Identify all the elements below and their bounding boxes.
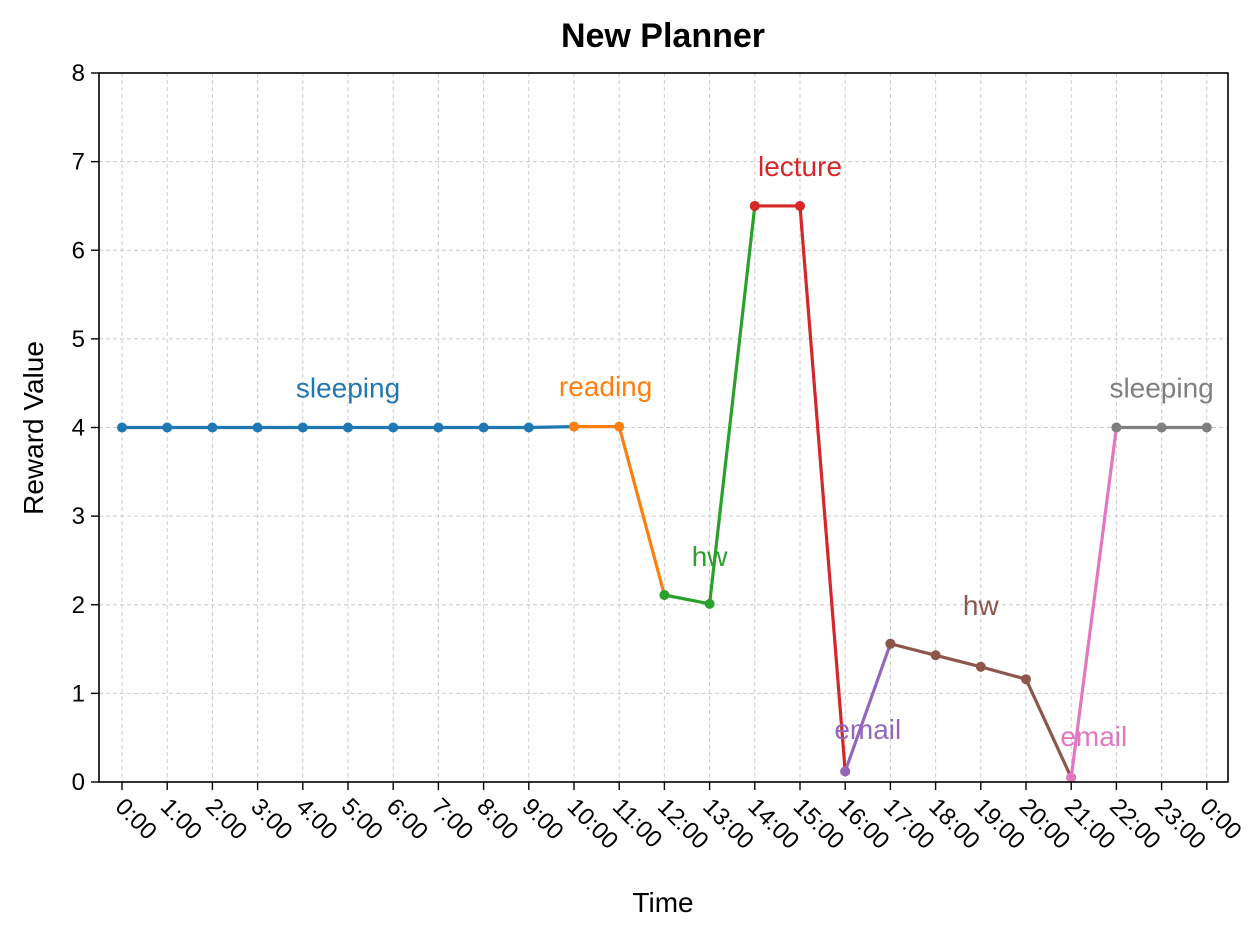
segment-label: email	[1060, 721, 1127, 752]
data-point	[388, 422, 399, 433]
data-point	[1021, 674, 1031, 685]
segment-label: email	[834, 714, 901, 745]
data-point	[1066, 772, 1077, 783]
y-tick-label: 4	[72, 415, 85, 442]
data-point	[795, 200, 805, 211]
chart-title: New Planner	[561, 17, 765, 55]
y-tick-label: 7	[72, 149, 85, 176]
x-tick-label: 18:00	[923, 793, 985, 855]
data-point	[343, 422, 353, 433]
segment-label: hw	[963, 590, 1000, 621]
data-point	[614, 421, 625, 432]
segment-label: reading	[559, 371, 652, 402]
segment-label: sleeping	[1109, 373, 1213, 404]
data-point	[162, 422, 173, 433]
x-tick-label: 16:00	[833, 793, 895, 855]
x-tick-label: 20:00	[1014, 793, 1076, 855]
y-tick-label: 3	[72, 503, 85, 530]
x-tick-label: 9:00	[517, 793, 569, 845]
data-point	[1111, 422, 1122, 433]
x-tick-label: 7:00	[426, 793, 478, 845]
y-tick-label: 6	[72, 237, 85, 264]
x-tick-label: 13:00	[697, 793, 759, 855]
series-layer	[117, 200, 1212, 783]
annotation-layer: sleeping reading hw lecture email hw email slee…	[296, 151, 1214, 752]
x-tick-label: 0:00	[110, 793, 162, 845]
data-point	[885, 638, 896, 649]
data-point	[117, 422, 127, 433]
x-tick-label: 15:00	[788, 793, 850, 855]
data-point	[207, 422, 218, 433]
y-tick-label: 1	[72, 680, 85, 707]
x-tick-label: 11:00	[607, 793, 667, 853]
data-point	[252, 422, 263, 433]
series-line-6	[1069, 425, 1119, 780]
data-point	[975, 661, 986, 672]
x-tick-label: 12:00	[652, 793, 714, 855]
x-tick-label: 21:00	[1059, 793, 1121, 855]
y-tick-label: 5	[72, 326, 85, 353]
segment-label: sleeping	[296, 373, 400, 404]
data-point	[297, 422, 308, 433]
data-point	[433, 422, 444, 433]
series-line-4	[843, 642, 893, 773]
x-tick-label: 19:00	[969, 793, 1031, 855]
x-tick-label: 1:00	[155, 793, 207, 845]
x-tick-label: 10:00	[562, 793, 624, 855]
data-point	[478, 422, 489, 433]
y-axis-label: Reward Value	[18, 341, 49, 515]
data-point	[569, 421, 579, 432]
data-point	[1201, 422, 1212, 433]
y-tick-label: 2	[72, 592, 85, 619]
segment-label: hw	[692, 541, 729, 572]
data-point	[1156, 422, 1167, 433]
x-tick-label: 23:00	[1149, 793, 1211, 855]
y-tick-label: 8	[72, 60, 85, 87]
x-tick-label: 17:00	[878, 793, 940, 855]
x-axis-label: Time	[632, 887, 693, 918]
data-point	[523, 422, 534, 433]
x-tick-label: 22:00	[1104, 793, 1166, 855]
x-tick-label: 14:00	[743, 793, 805, 855]
y-tick-label: 0	[72, 769, 85, 796]
x-tick-label: 3:00	[245, 793, 297, 845]
data-point	[840, 766, 851, 777]
x-tick-label: 8:00	[471, 793, 523, 845]
data-point	[749, 200, 760, 211]
x-tick-label: 4:00	[291, 793, 343, 845]
x-tick-label: 6:00	[381, 793, 433, 845]
x-tick-label: 2:00	[200, 793, 252, 845]
data-point	[930, 650, 941, 661]
data-point	[704, 598, 715, 609]
segment-label: lecture	[758, 151, 842, 182]
data-point	[659, 590, 670, 601]
x-tick-label: 5:00	[336, 793, 388, 845]
